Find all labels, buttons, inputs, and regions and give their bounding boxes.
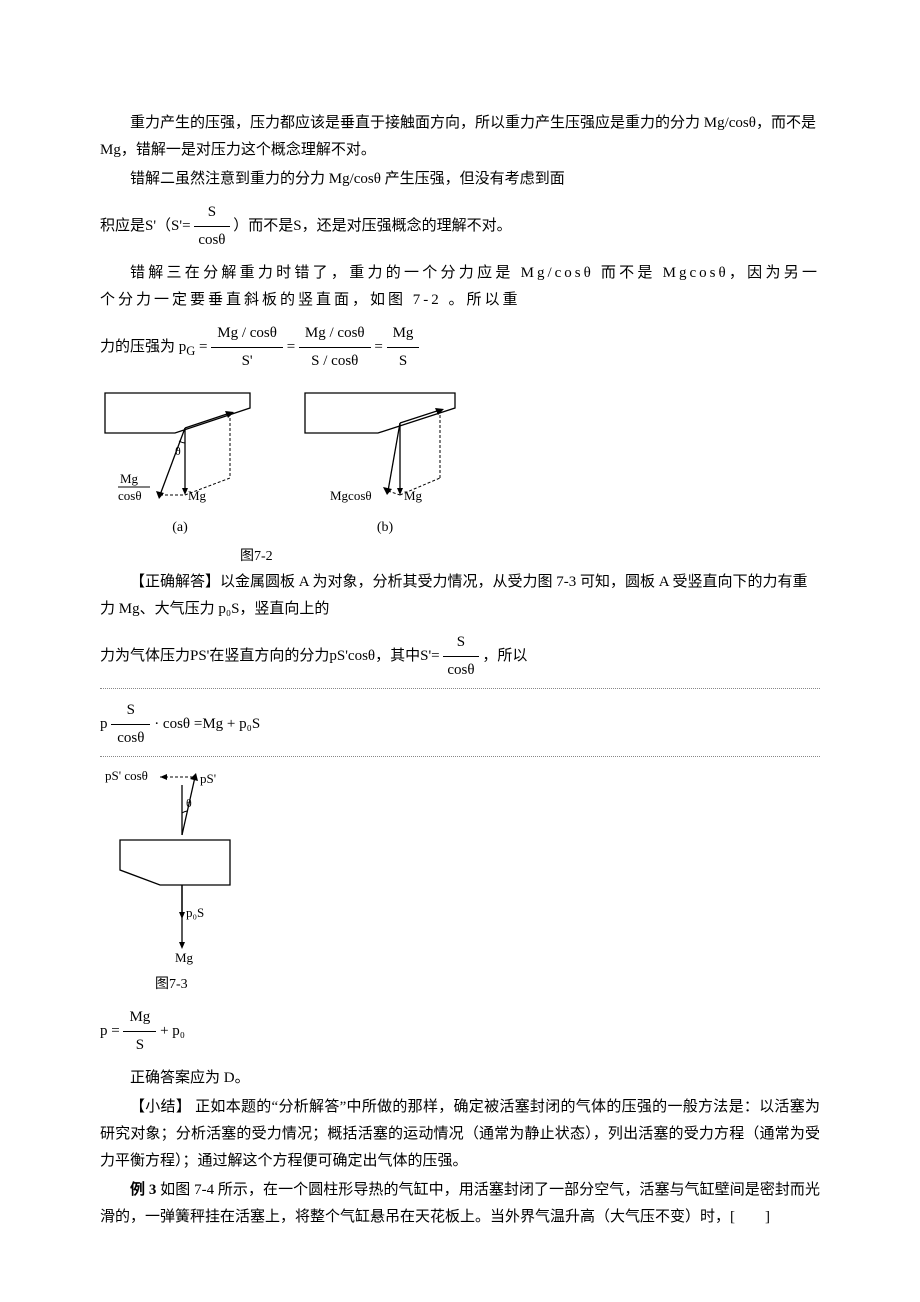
- eq5-f1b: S: [123, 1032, 156, 1059]
- eq5-f1t: Mg: [123, 1004, 156, 1032]
- fig72a-mgcos-bot: cosθ: [118, 488, 142, 503]
- eq1-den: cosθ: [194, 227, 229, 254]
- fig72a-mgcos-top: Mg: [120, 471, 139, 486]
- eq2-f3t: Mg: [387, 320, 420, 348]
- eq1-num: S: [194, 199, 229, 227]
- example-3-label: 例 3: [130, 1182, 156, 1198]
- eq1-pre: 积应是S'（S'=: [100, 218, 194, 234]
- equation-4: p S cosθ · cosθ =Mg + p₀S: [100, 697, 820, 752]
- fig72-caption: 图7-2: [240, 544, 820, 569]
- paragraph-4: 【正确解答】以金属圆板 A 为对象，分析其受力情况，从受力图 7-3 可知，圆板…: [100, 569, 820, 623]
- dotted-rule-2: [100, 756, 820, 757]
- paragraph-6: 【小结】 正如本题的“分析解答”中所做的那样，确定被活塞封闭的气体的压强的一般方…: [100, 1094, 820, 1175]
- eq3-den: cosθ: [443, 657, 478, 684]
- eq3-post: ，所以: [482, 648, 527, 664]
- fig73-p0s: p₀S: [186, 905, 204, 920]
- figure-7-3: pS' cosθ pS' θ p₀S Mg 图7-3: [100, 765, 820, 997]
- equation-1: 积应是S'（S'= S cosθ ）而不是S，还是对压强概念的理解不对。: [100, 199, 820, 254]
- eq4-f1t: S: [111, 697, 150, 725]
- paragraph-5: 正确答案应为 D。: [100, 1065, 820, 1092]
- eq2-f3b: S: [387, 348, 420, 375]
- fig72b-mg: Mg: [404, 488, 423, 503]
- eq2-eq1: =: [199, 339, 207, 355]
- eq4-lhs: p: [100, 716, 108, 732]
- paragraph-3: 错解三在分解重力时错了，重力的一个分力应是 Mg/cosθ 而不是 Mgcosθ…: [100, 260, 820, 314]
- eq4-mid: · cosθ =Mg + p₀S: [154, 716, 260, 732]
- eq1-post: ）而不是S，还是对压强概念的理解不对。: [233, 218, 511, 234]
- equation-2: 力的压强为 pG = Mg / cosθ S' = Mg / cosθ S / …: [100, 320, 820, 375]
- eq2-f2b: S / cosθ: [299, 348, 371, 375]
- equation-3: 力为气体压力PS'在竖直方向的分力pS'cosθ，其中S'= S cosθ ，所…: [100, 629, 820, 684]
- paragraph-2: 错解二虽然注意到重力的分力 Mg/cosθ 产生压强，但没有考虑到面: [100, 166, 820, 193]
- paragraph-7-text: 如图 7-4 所示，在一个圆柱形导热的气缸中，用活塞封闭了一部分空气，活塞与气缸…: [100, 1182, 820, 1225]
- figure-7-2: θ Mg cosθ Mg (a) Mgcosθ Mg (b): [100, 383, 820, 540]
- figure-7-2a: θ Mg cosθ Mg (a): [100, 383, 260, 540]
- eq2-pre: 力的压强为: [100, 339, 175, 355]
- dotted-rule-1: [100, 688, 820, 689]
- fig73-pscos: pS' cosθ: [105, 768, 148, 783]
- fig72a-mg: Mg: [188, 488, 207, 503]
- eq5-lhs: p =: [100, 1023, 120, 1039]
- eq2-sub: G: [186, 344, 195, 358]
- paragraph-1: 重力产生的压强，压力都应该是垂直于接触面方向，所以重力产生压强应是重力的分力 M…: [100, 110, 820, 164]
- fig72a-theta: θ: [175, 444, 181, 458]
- fig72a-label: (a): [100, 515, 260, 540]
- eq2-f2t: Mg / cosθ: [299, 320, 371, 348]
- paragraph-7: 例 3 如图 7-4 所示，在一个圆柱形导热的气缸中，用活塞封闭了一部分空气，活…: [100, 1177, 820, 1231]
- fig72b-mgcos: Mgcosθ: [330, 488, 372, 503]
- fig73-ps: pS': [200, 771, 216, 786]
- equation-5: p = Mg S + p₀: [100, 1004, 820, 1059]
- eq2-eq2: =: [287, 339, 295, 355]
- eq5-post: + p₀: [160, 1023, 185, 1039]
- figure-7-2b: Mgcosθ Mg (b): [300, 383, 470, 540]
- eq3-num: S: [443, 629, 478, 657]
- fig72b-label: (b): [300, 515, 470, 540]
- fig73-theta: θ: [186, 796, 192, 810]
- eq2-eq3: =: [374, 339, 382, 355]
- eq2-f1t: Mg / cosθ: [211, 320, 283, 348]
- eq2-f1b: S': [211, 348, 283, 375]
- eq3-pre: 力为气体压力PS'在竖直方向的分力pS'cosθ，其中S'=: [100, 648, 443, 664]
- eq4-f1b: cosθ: [111, 725, 150, 752]
- fig73-mg: Mg: [175, 950, 194, 965]
- fig73-caption: 图7-3: [155, 972, 820, 997]
